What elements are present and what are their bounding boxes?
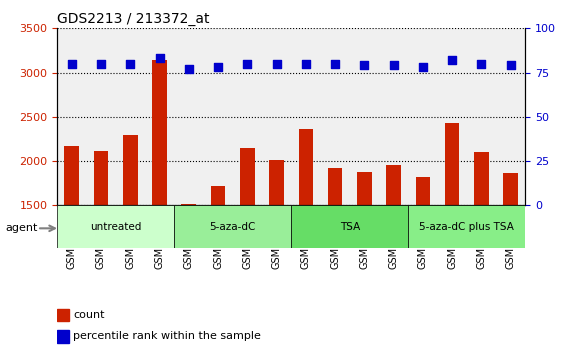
Point (389, 63, 398, 68)
Bar (445, 123, 460, 338)
Point (301, 61, 311, 67)
Point (214, 64, 223, 70)
Bar (152, 60, 167, 338)
Bar (416, 177, 430, 338)
FancyBboxPatch shape (291, 205, 408, 248)
Bar (270, 160, 284, 338)
Text: 5-aza-dC plus TSA: 5-aza-dC plus TSA (419, 222, 514, 232)
Bar (57, 330, 69, 343)
Text: GDS2213 / 213372_at: GDS2213 / 213372_at (57, 12, 210, 26)
Point (506, 63, 515, 68)
Bar (504, 173, 518, 338)
Bar (474, 152, 489, 338)
Text: agent: agent (6, 223, 38, 233)
Bar (328, 168, 343, 338)
Bar (357, 172, 372, 338)
Point (96, 61, 106, 67)
Point (155, 56, 164, 61)
Bar (65, 146, 79, 338)
Bar (240, 148, 255, 338)
Bar (299, 129, 313, 338)
Point (448, 57, 457, 63)
Point (243, 61, 252, 67)
Text: 5-aza-dC: 5-aza-dC (210, 222, 256, 232)
Point (67, 61, 77, 67)
FancyBboxPatch shape (57, 205, 174, 248)
Point (331, 61, 340, 67)
FancyBboxPatch shape (408, 205, 525, 248)
FancyBboxPatch shape (174, 205, 291, 248)
Text: untreated: untreated (90, 222, 141, 232)
Bar (94, 152, 108, 338)
Bar (211, 186, 226, 338)
Point (419, 64, 428, 70)
Bar (57, 309, 69, 321)
Point (272, 61, 281, 67)
Point (126, 61, 135, 67)
Point (477, 61, 486, 67)
Text: TSA: TSA (340, 222, 360, 232)
Bar (123, 135, 138, 338)
Text: percentile rank within the sample: percentile rank within the sample (74, 331, 262, 341)
Point (360, 63, 369, 68)
Bar (387, 165, 401, 338)
Point (184, 66, 194, 72)
Text: count: count (74, 310, 105, 320)
Bar (182, 204, 196, 338)
